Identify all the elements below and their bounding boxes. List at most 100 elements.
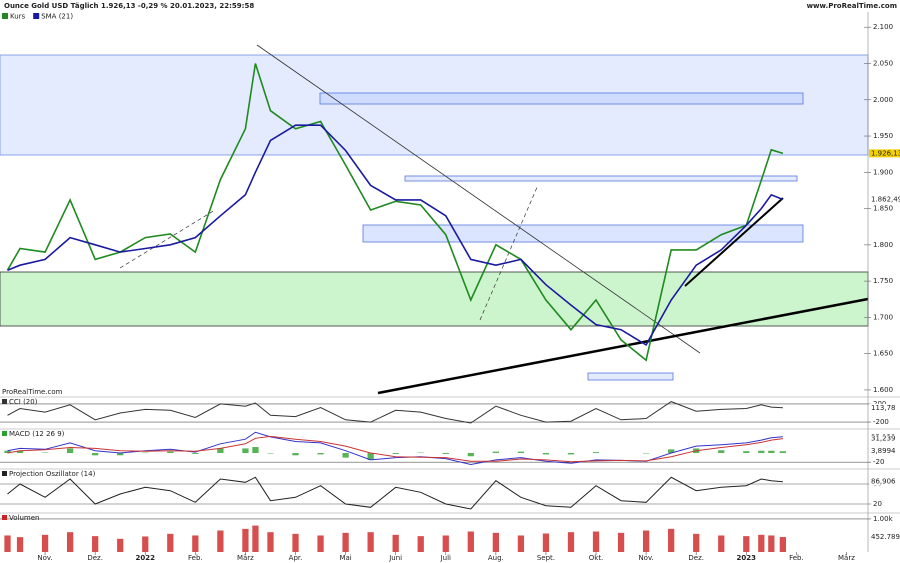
- series-line: [7, 476, 783, 510]
- x-tick-label: Nov.: [638, 554, 653, 562]
- bar: [592, 531, 600, 552]
- bar: [779, 451, 786, 454]
- panel-swatch: [2, 431, 7, 436]
- zone-box: [587, 372, 674, 381]
- x-tick-label: Sept.: [537, 554, 555, 562]
- value-tag: [869, 434, 900, 443]
- support-zone: [0, 271, 869, 327]
- y-tick-label: 2.100: [873, 23, 893, 31]
- bar: [242, 528, 249, 552]
- bar: [492, 532, 499, 552]
- panel-title: Projection Oszillator (14): [9, 470, 96, 478]
- zone-box: [404, 175, 798, 182]
- x-tick-label: Dez.: [688, 554, 704, 562]
- y-tick-label: 2.050: [873, 60, 893, 68]
- bar: [117, 538, 124, 552]
- bar: [592, 452, 600, 454]
- bar: [467, 531, 474, 552]
- x-tick-label: Okt.: [589, 554, 604, 562]
- y-tick-label: 1.600: [873, 386, 893, 394]
- x-tick-label: Feb.: [789, 554, 804, 562]
- y-tick-label: 1.700: [873, 313, 893, 321]
- bar: [768, 450, 775, 454]
- series-line: [6, 63, 784, 362]
- x-tick-label: 2023: [737, 554, 757, 562]
- legend-label: SMA (21): [41, 13, 73, 21]
- x-tick-label: Juni: [388, 554, 402, 562]
- bar: [242, 448, 249, 454]
- bar: [417, 536, 424, 552]
- bar: [217, 448, 224, 454]
- value-tag-label: 1.862,49: [871, 196, 900, 204]
- x-tick-label: Aug.: [488, 554, 504, 562]
- x-tick-label: Mai: [339, 554, 351, 562]
- x-tick-label: Feb.: [188, 554, 203, 562]
- panel-swatch: [2, 399, 7, 404]
- bar: [317, 453, 324, 455]
- x-tick-label: 2022: [136, 554, 156, 562]
- panel-swatch: [2, 471, 7, 476]
- bar: [252, 447, 259, 454]
- y-tick-label: 1.950: [873, 132, 893, 140]
- value-tag: [869, 477, 900, 486]
- zone-box: [362, 224, 804, 243]
- value-tag: [869, 533, 900, 542]
- watermark: ProRealTime.com: [2, 388, 63, 396]
- panel-title: MACD (12 26 9): [9, 430, 65, 438]
- bar: [252, 525, 259, 552]
- y-tick-label: 1.00k: [873, 515, 894, 523]
- legend-swatch: [33, 13, 40, 19]
- x-tick-label: Dez.: [87, 554, 103, 562]
- bar: [492, 451, 499, 454]
- legend-swatch: [2, 13, 8, 19]
- bar: [743, 451, 750, 454]
- legend-label: Kurs: [10, 13, 26, 21]
- bar: [16, 537, 24, 552]
- bar: [718, 450, 725, 454]
- panel-title: CCI (20): [9, 398, 38, 406]
- bar: [117, 453, 124, 456]
- series-line: [7, 435, 783, 463]
- x-tick-label: Nov.: [37, 554, 52, 562]
- y-tick-label: 1.750: [873, 277, 893, 285]
- bar: [92, 453, 99, 456]
- bar: [217, 530, 224, 552]
- bar: [668, 449, 675, 454]
- bar: [517, 451, 525, 454]
- zone-box: [319, 92, 804, 105]
- value-tag-label: 3,8994: [871, 447, 896, 455]
- source: www.ProRealTime.com: [807, 2, 897, 10]
- value-tag: [869, 149, 900, 158]
- y-tick-label: 20: [873, 500, 882, 508]
- bar: [442, 453, 449, 454]
- bar: [642, 530, 650, 552]
- bar: [758, 450, 765, 454]
- bar: [16, 450, 24, 454]
- bar: [167, 451, 174, 454]
- value-tag-label: 86,906: [871, 478, 896, 486]
- y-tick-label: 1.900: [873, 168, 893, 176]
- bar: [542, 453, 550, 455]
- bar: [4, 450, 11, 454]
- bar: [92, 536, 99, 552]
- bar: [392, 453, 399, 454]
- bar: [192, 453, 199, 454]
- bar: [4, 535, 11, 552]
- bar: [768, 535, 775, 552]
- bar: [567, 453, 575, 455]
- series-line: [7, 124, 784, 347]
- bar: [718, 535, 725, 552]
- value-tag: [869, 447, 900, 456]
- bar: [317, 535, 324, 552]
- trendline: [119, 209, 216, 269]
- bar: [292, 453, 299, 456]
- value-tag-label: 1.926,13: [871, 149, 900, 157]
- y-tick-label: 1.850: [873, 205, 893, 213]
- bar: [66, 448, 74, 454]
- value-tag: [869, 195, 900, 204]
- resistance-zone: [0, 54, 869, 156]
- series-line: [7, 401, 783, 424]
- bar: [743, 536, 750, 552]
